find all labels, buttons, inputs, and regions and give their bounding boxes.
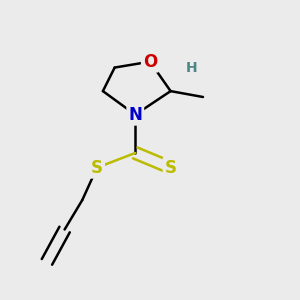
Text: S: S	[165, 159, 177, 177]
Text: H: H	[185, 61, 197, 75]
Text: N: N	[128, 106, 142, 124]
Text: O: O	[143, 53, 157, 71]
Text: S: S	[91, 159, 103, 177]
